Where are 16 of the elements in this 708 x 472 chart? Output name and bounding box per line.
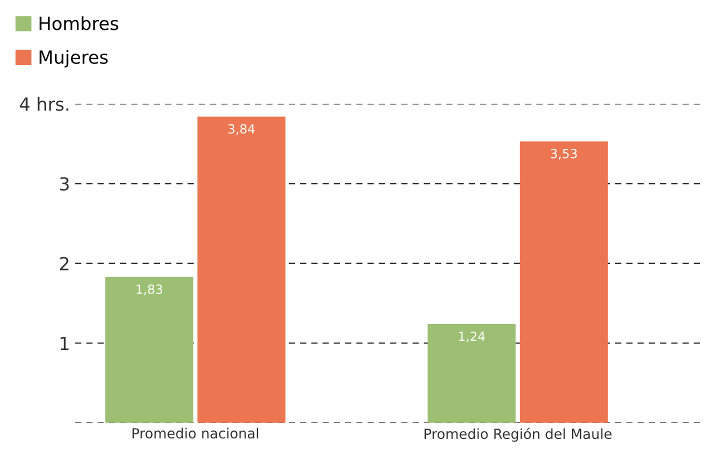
bar xyxy=(197,116,286,423)
y-tick-label: 1 xyxy=(60,336,69,350)
data-label: 3,53 xyxy=(550,148,577,160)
x-tick-label: Promedio Región del Maule xyxy=(424,428,612,442)
y-tick-label: 3 xyxy=(60,177,69,191)
data-label: 3,84 xyxy=(228,124,255,135)
legend-label: Hombres xyxy=(40,16,118,30)
legend-label: Mujeres xyxy=(40,50,108,68)
y-tick-label: 2 xyxy=(60,256,68,270)
bar xyxy=(428,324,516,423)
data-label: 1,24 xyxy=(459,332,485,342)
x-tick-label: Promedio nacional xyxy=(132,428,258,439)
data-label: 1,83 xyxy=(136,284,162,296)
y-tick-label: 4 hrs. xyxy=(20,96,68,111)
bar xyxy=(520,141,608,423)
bar xyxy=(105,276,194,423)
